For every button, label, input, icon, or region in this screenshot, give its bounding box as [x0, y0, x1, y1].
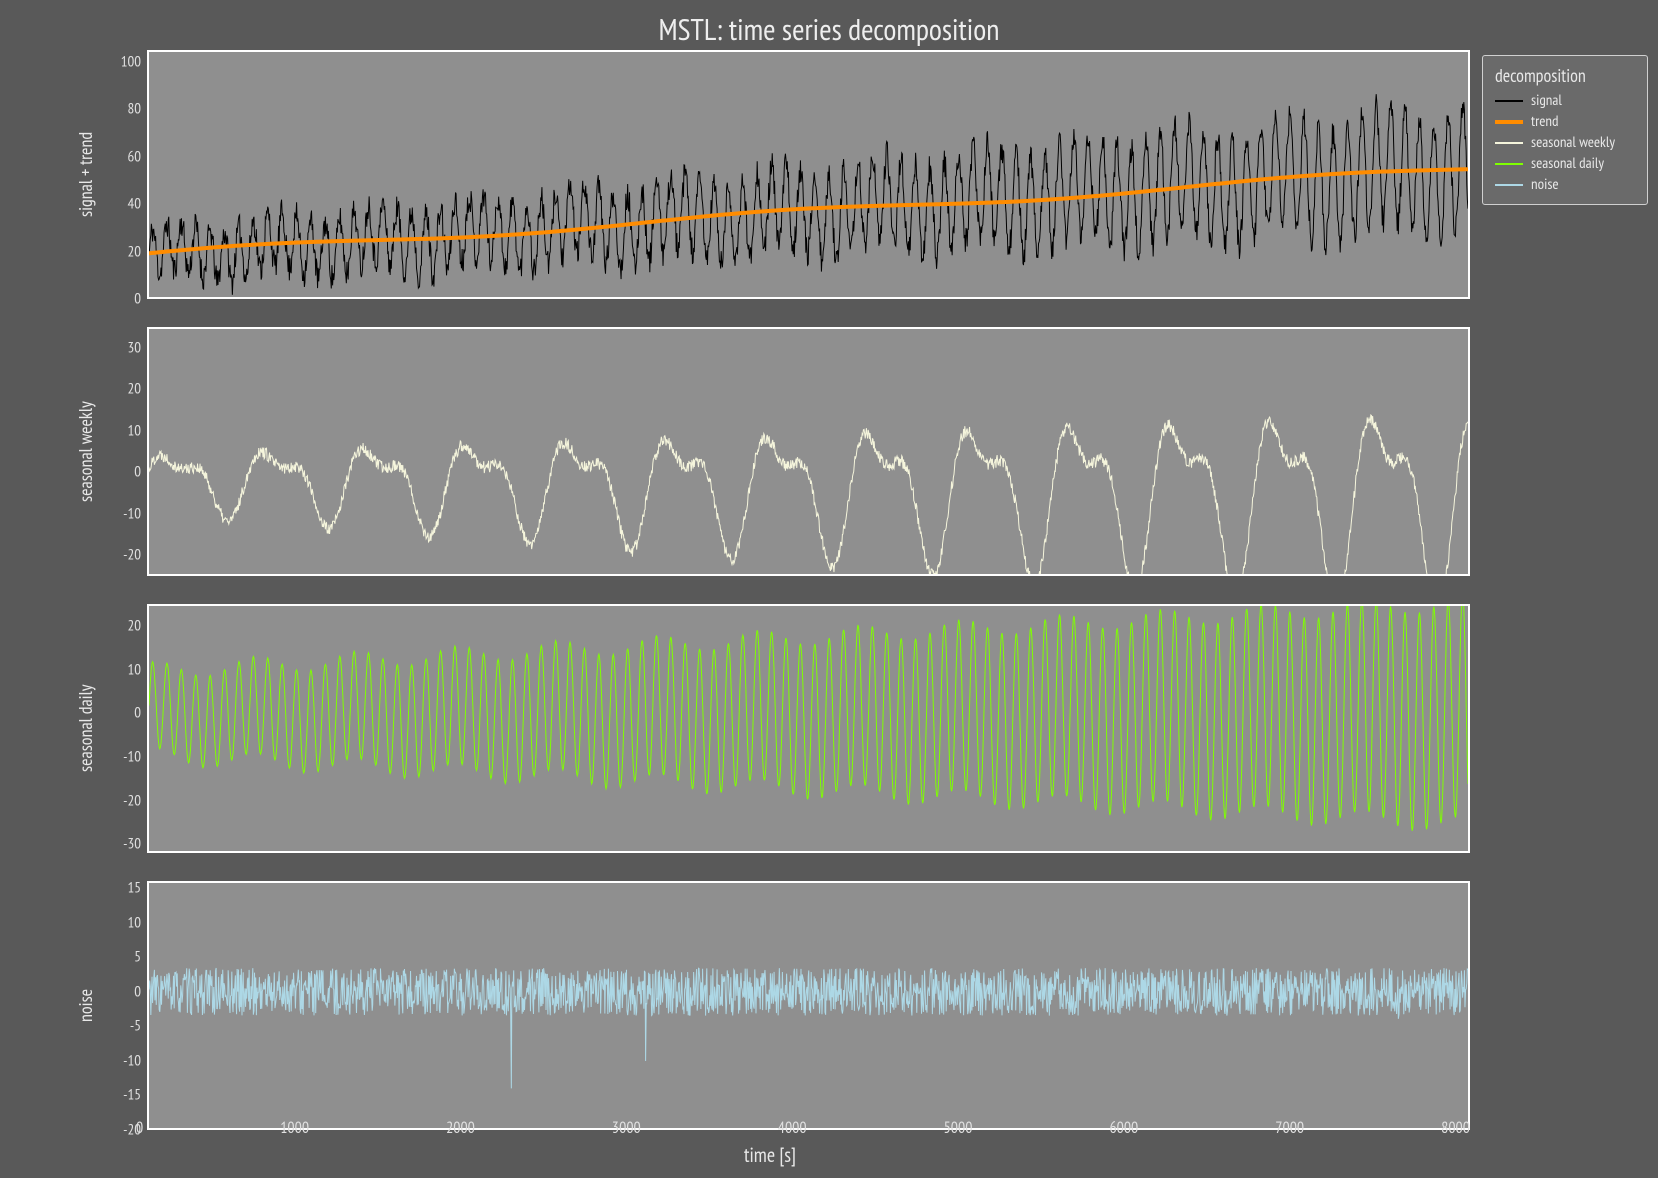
y-tick-label: 20 — [127, 382, 141, 397]
y-tick-label: 0 — [134, 292, 141, 307]
legend-item: seasonal weekly — [1495, 133, 1635, 152]
y-tick-label: -10 — [123, 1053, 141, 1068]
x-axis-label: time [s] — [70, 1142, 1470, 1168]
y-tick-label: -10 — [123, 749, 141, 764]
legend-swatch — [1495, 184, 1523, 186]
legend-label: seasonal daily — [1531, 154, 1604, 173]
series-line — [149, 968, 1468, 1088]
x-axis: 0 1000 2000 3000 4000 5000 6000 7000 8000 time [… — [70, 1118, 1470, 1168]
legend-swatch — [1495, 163, 1523, 165]
y-tick-label: 20 — [127, 618, 141, 633]
y-tick-label: 30 — [127, 340, 141, 355]
x-tick-label: 7000 — [1275, 1118, 1304, 1138]
y-tick-column: -20 -10 0 10 20 30 — [101, 327, 147, 576]
y-tick-label: -20 — [123, 548, 141, 563]
legend-title: decomposition — [1495, 64, 1635, 87]
figure-title: MSTL: time series decomposition — [0, 10, 1658, 49]
legend-label: signal — [1531, 91, 1562, 110]
series-line — [149, 606, 1468, 831]
legend-swatch — [1495, 142, 1523, 144]
x-tick-label: 5000 — [944, 1118, 973, 1138]
plot-area — [147, 881, 1470, 1130]
y-tick-label: -15 — [123, 1088, 141, 1103]
y-tick-column: 020406080100 — [101, 50, 147, 299]
y-axis-label: noise — [70, 881, 101, 1130]
series-line — [149, 415, 1468, 574]
legend-item: seasonal daily — [1495, 154, 1635, 173]
plot-area — [147, 50, 1470, 299]
x-tick-label: 1000 — [280, 1118, 309, 1138]
legend-swatch — [1495, 100, 1523, 102]
panels-container: signal + trend020406080100seasonal weekl… — [70, 50, 1470, 1130]
y-axis-label: signal + trend — [70, 50, 101, 299]
y-tick-label: 0 — [134, 465, 141, 480]
y-axis-label: seasonal weekly — [70, 327, 101, 576]
legend: decomposition signal trend seasonal weekly… — [1482, 55, 1648, 205]
figure: MSTL: time series decomposition decompos… — [0, 0, 1658, 1178]
y-tick-label: 40 — [127, 197, 141, 212]
x-tick-label: 4000 — [778, 1118, 807, 1138]
y-tick-label: -5 — [130, 1019, 141, 1034]
y-axis-label: seasonal daily — [70, 604, 101, 853]
panel: seasonal daily -30 -20 -10 0 10 20 — [70, 604, 1470, 853]
plot-area — [147, 327, 1470, 576]
x-tick-label: 3000 — [612, 1118, 641, 1138]
y-tick-label: 20 — [127, 244, 141, 259]
legend-item: noise — [1495, 175, 1635, 194]
y-tick-label: 0 — [134, 706, 141, 721]
y-tick-label: 10 — [127, 423, 141, 438]
panel: noise-20-15-10-5051015 — [70, 881, 1470, 1130]
series-line — [149, 94, 1468, 295]
legend-label: trend — [1531, 112, 1559, 131]
y-tick-label: 5 — [134, 950, 141, 965]
panel: signal + trend020406080100 — [70, 50, 1470, 299]
y-tick-label: 10 — [127, 915, 141, 930]
y-tick-label: 80 — [127, 102, 141, 117]
y-tick-label: 60 — [127, 149, 141, 164]
legend-label: noise — [1531, 175, 1559, 194]
y-tick-label: 15 — [127, 880, 141, 895]
y-tick-column: -30 -20 -10 0 10 20 — [101, 604, 147, 853]
x-tick-label: 8000 — [1441, 1118, 1470, 1138]
legend-label: seasonal weekly — [1531, 133, 1615, 152]
x-tick-label: 0 — [136, 1118, 143, 1138]
plot-area — [147, 604, 1470, 853]
panel: seasonal weekly -20 -10 0 10 20 30 — [70, 327, 1470, 576]
y-tick-label: -30 — [123, 837, 141, 852]
legend-item: signal — [1495, 91, 1635, 110]
y-tick-label: 100 — [121, 54, 141, 69]
legend-item: trend — [1495, 112, 1635, 131]
y-tick-label: -10 — [123, 506, 141, 521]
y-tick-column: -20-15-10-5051015 — [101, 881, 147, 1130]
x-tick-label: 2000 — [446, 1118, 475, 1138]
x-tick-label: 6000 — [1109, 1118, 1138, 1138]
y-tick-label: 0 — [134, 984, 141, 999]
y-tick-label: 10 — [127, 662, 141, 677]
y-tick-label: -20 — [123, 793, 141, 808]
legend-swatch — [1495, 120, 1523, 124]
